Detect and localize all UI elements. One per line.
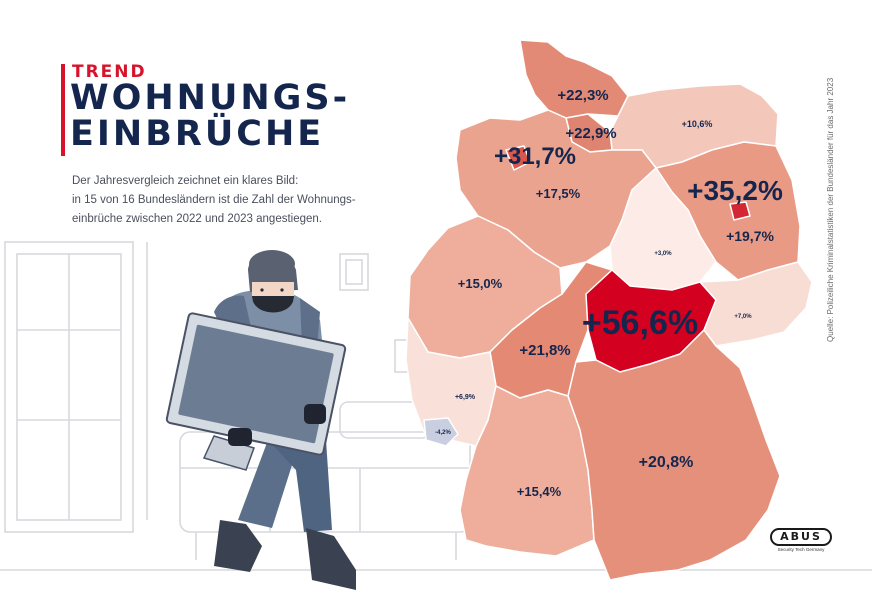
burglar-illustration	[165, 250, 356, 590]
label-nordrhein-westfalen: +15,0%	[458, 276, 503, 291]
logo-wordmark: ABUS	[770, 528, 832, 546]
intro-line-1: Der Jahresvergleich zeichnet ein klares …	[72, 175, 299, 187]
label-mecklenburg-vorpommern: +10,6%	[682, 119, 713, 129]
label-bremen: +31,7%	[494, 143, 576, 170]
label-niedersachsen: +17,5%	[536, 186, 581, 201]
intro-line-2: in 15 von 16 Bundesländern ist die Zahl …	[72, 194, 356, 206]
label-sachsen: +7,0%	[734, 314, 752, 320]
intro-line-3: einbrüche zwischen 2022 und 2023 angesti…	[72, 213, 322, 225]
label-hessen: +21,8%	[519, 342, 570, 359]
label-saarland: -4,2%	[435, 430, 451, 436]
label-hamburg: +22,9%	[565, 125, 616, 142]
source-note: Quelle: Polizeiliche Kriminalstatistiken…	[826, 77, 835, 342]
state-bayern	[567, 329, 781, 581]
label-bayern: +20,8%	[639, 454, 694, 471]
state-sachsen	[699, 261, 813, 347]
germany-map	[405, 39, 813, 581]
label-rheinland-pfalz: +6,9%	[455, 394, 476, 401]
title-line-1: WOHNUNGS-	[70, 78, 351, 118]
state-saarland	[423, 417, 459, 447]
title-line-2: EINBRÜCHE	[70, 114, 325, 154]
state-berlin	[729, 201, 751, 221]
state-bremen	[505, 145, 531, 171]
state-schleswig-holstein	[519, 39, 629, 119]
label-brandenburg: +19,7%	[726, 228, 774, 244]
label-thueringen: +56,6%	[582, 304, 698, 342]
page-title: WOHNUNGS- EINBRÜCHE	[70, 80, 350, 152]
accent-bar	[61, 64, 65, 156]
intro-text: Der Jahresvergleich zeichnet ein klares …	[72, 172, 402, 229]
label-sachsen-anhalt: +3,0%	[654, 251, 672, 257]
label-baden-wuerttemberg: +15,4%	[517, 484, 562, 499]
logo-tagline: Security Tech Germany	[777, 547, 825, 552]
abus-logo: ABUS Security Tech Germany	[770, 528, 832, 552]
map-labels: +22,3% +22,9% +31,7% +17,5% +10,6% +35,2…	[435, 87, 783, 499]
label-berlin: +35,2%	[687, 175, 783, 206]
kicker-label: TREND	[72, 62, 147, 82]
label-schleswig-holstein: +22,3%	[557, 87, 608, 104]
